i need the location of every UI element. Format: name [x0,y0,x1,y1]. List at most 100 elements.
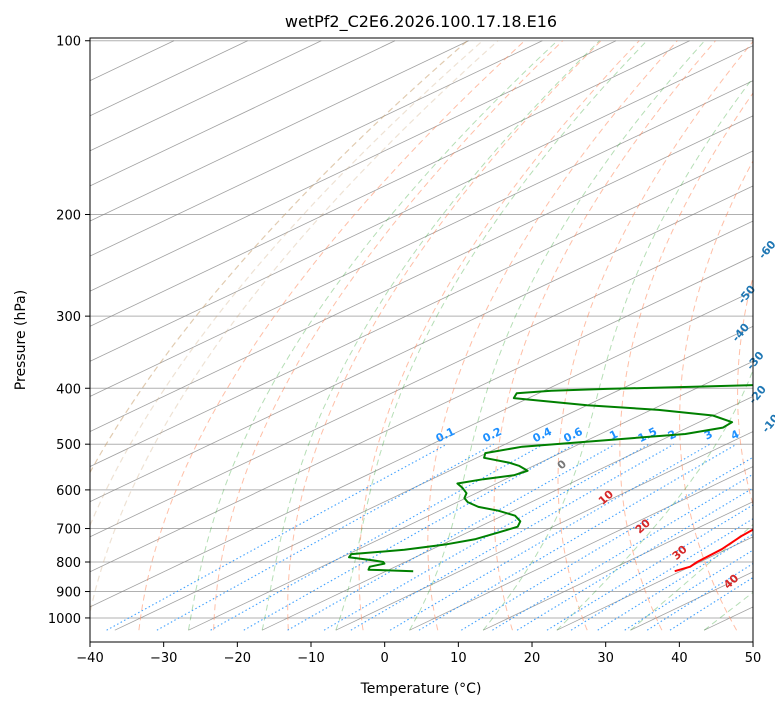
mixing-ratio-label: 0.4 [531,425,555,445]
mixing-ratio-line [461,456,753,631]
dry-adiabat-line [358,40,640,631]
dry-adiabat-line [619,92,753,631]
dry-adiabat-line [557,40,753,631]
dry-adiabat-line [138,40,526,631]
x-tick-label: −20 [224,651,251,666]
moist-adiabat-line [261,40,600,631]
dewpoint-profile [348,384,753,573]
dry-adiabat-line [90,40,484,527]
isotherm-line [90,40,543,257]
mixing-ratio-line [210,443,545,631]
moist-adiabat-line [482,77,753,631]
isotherm-line [90,40,248,117]
background-line-labels: 0.10.20.40.611.5234-100-90-80-70-60-50-4… [434,238,775,592]
isotherm-label: -40 [729,321,752,345]
chart-title: wetPf2_C2E6.2026.100.17.18.E16 [285,12,557,32]
x-axis-ticks: −40 −30 −20 −10 0 10 20 30 40 50 [76,642,761,666]
isotherm-line [90,40,469,222]
y-tick-label: 200 [56,209,81,224]
mixing-ratio-line [106,443,448,631]
y-tick-label: 500 [56,438,81,453]
mixing-ratio-line [646,562,753,631]
dry-adiabat-line [287,40,602,631]
dry-adiabat-line [427,40,678,631]
mixing-ratio-line [389,443,711,631]
isotherm-label: -60 [756,238,775,262]
isotherm-line [188,360,753,631]
isotherm-line [90,40,617,292]
isotherm-line [90,115,753,432]
y-axis-label: Pressure (hPa) [13,290,29,390]
y-axis-ticks: 100 200 300 400 500 600 700 800 900 1000 [48,35,90,627]
isotherm-label: -30 [744,349,767,373]
y-tick-label: 400 [56,382,81,397]
isotherm-line [90,45,753,362]
isotherm-line [90,40,322,152]
y-tick-label: 600 [56,484,81,499]
dry-adiabat-line [90,40,499,616]
dry-adiabat-line [737,275,753,507]
isotherm-line [90,290,753,608]
x-tick-label: −10 [297,651,324,666]
isotherm-line [483,501,753,631]
isotherm-line [90,150,753,468]
isotherm-line [90,40,396,187]
x-tick-label: 0 [381,651,389,666]
x-tick-label: −40 [76,651,103,666]
x-tick-label: −30 [150,651,177,666]
y-tick-label: 800 [56,556,81,571]
isotherm-line [90,185,753,503]
isotherm-line [90,80,753,397]
isotherm-line [114,325,753,631]
y-tick-label: 700 [56,523,81,538]
mixing-ratio-line [570,518,753,631]
mixing-ratio-line [350,443,674,631]
mixing-ratio-label: 0.2 [481,425,504,445]
y-tick-label: 1000 [48,612,81,627]
x-tick-label: 40 [671,651,688,666]
moist-adiabat-line [335,40,648,631]
y-tick-label: 900 [56,586,81,601]
mixing-ratio-line [418,443,737,631]
x-axis-label: Temperature (°C) [360,681,482,697]
isotherm-line [335,431,753,631]
mixing-ratio-line [243,443,575,631]
dry-adiabat-line [213,40,564,631]
isotherm-line [90,40,690,327]
moist-adiabat-label: 30 [670,543,690,563]
isotherm-line [90,255,753,573]
isotherm-label: -10 [759,412,775,436]
moist-adiabat-line [556,368,753,631]
isotherm-line [261,396,753,631]
dry-adiabat-line [493,40,716,631]
mixing-ratio-line [597,533,753,631]
dry-adiabat-line [679,159,753,631]
mixing-ratio-line [156,443,495,631]
moist-adiabat-label: 40 [721,571,741,591]
mixing-ratio-line [323,443,650,631]
x-tick-label: 10 [450,651,467,666]
mixing-ratio-label: 0.1 [434,425,457,445]
moist-adiabat-line [188,40,558,631]
mixing-ratio-label: 1.5 [636,425,659,445]
moist-adiabat-line [409,40,706,631]
x-tick-label: 20 [524,651,541,666]
moist-adiabat-label: 20 [633,516,653,536]
mixing-ratio-line [516,487,753,631]
moist-adiabat-line [630,523,753,631]
background-lines [90,40,753,631]
plot-frame [89,37,754,643]
y-tick-label: 300 [56,310,81,325]
x-tick-label: 50 [745,651,762,666]
sounding-profiles [348,384,753,573]
isotherm-label: -20 [746,383,769,407]
x-tick-label: 30 [597,651,614,666]
mixing-ratio-line [492,473,753,631]
temperature-profile [674,528,753,573]
isotherm-line [90,220,753,538]
isotherm-line [409,466,753,631]
isotherm-label: -50 [735,283,758,307]
moist-adiabat-label: 0 [555,457,570,472]
y-tick-label: 100 [56,35,81,50]
